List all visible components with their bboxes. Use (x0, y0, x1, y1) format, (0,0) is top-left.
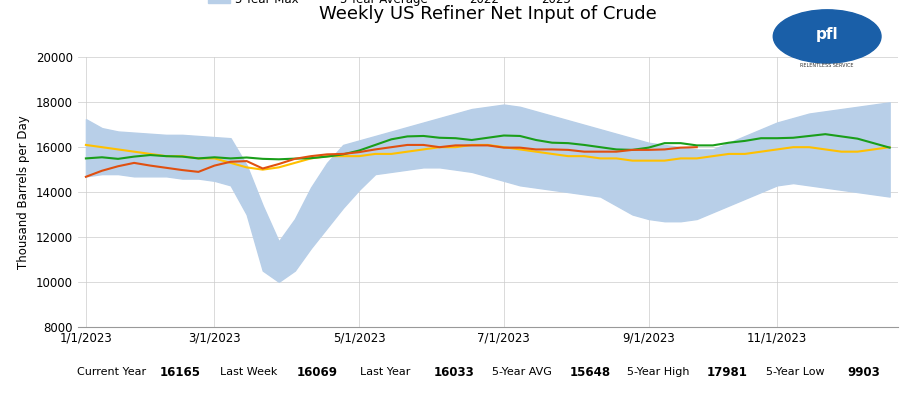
Title: Weekly US Refiner Net Input of Crude: Weekly US Refiner Net Input of Crude (319, 4, 657, 23)
Text: 5-Year AVG: 5-Year AVG (492, 367, 551, 377)
2023 (611, 149, 622, 154)
Line: 2022: 2022 (86, 134, 889, 159)
5-Year Average (81, 143, 92, 147)
Line: 5-Year Average: 5-Year Average (86, 145, 889, 169)
2023 (660, 147, 671, 152)
Text: 17981: 17981 (706, 366, 747, 379)
5-Year Average (868, 147, 879, 152)
Text: 5-Year High: 5-Year High (627, 367, 690, 377)
2022 (354, 148, 365, 153)
Text: 9903: 9903 (847, 366, 880, 379)
5-Year Average (884, 145, 895, 150)
Text: Last Week: Last Week (220, 367, 278, 377)
Line: 2023: 2023 (86, 145, 697, 177)
Text: 16033: 16033 (433, 366, 474, 379)
Y-axis label: Thousand Barrels per Day: Thousand Barrels per Day (17, 115, 30, 269)
2022 (81, 156, 92, 161)
2023 (257, 166, 268, 171)
5-Year Average (273, 165, 284, 170)
2022 (627, 147, 638, 152)
Text: 16069: 16069 (297, 366, 337, 379)
2022 (338, 152, 349, 157)
2022 (675, 141, 686, 145)
5-Year Average (257, 167, 268, 172)
2022 (273, 157, 284, 162)
5-Year Average (354, 154, 365, 158)
Text: Last Year: Last Year (360, 367, 410, 377)
2023 (81, 174, 92, 179)
Text: 5-Year Low: 5-Year Low (766, 367, 824, 377)
Text: 16165: 16165 (159, 366, 201, 379)
5-Year Average (675, 156, 686, 161)
5-Year Average (627, 158, 638, 163)
2022 (820, 132, 831, 137)
Circle shape (773, 10, 881, 63)
Text: 15648: 15648 (570, 366, 611, 379)
Legend: 5-Year Max, 5-Year Average, 2022, 2023: 5-Year Max, 5-Year Average, 2022, 2023 (203, 0, 575, 10)
2022 (868, 141, 879, 145)
2022 (884, 145, 895, 150)
Text: Current Year: Current Year (78, 367, 147, 377)
2023 (322, 152, 333, 157)
2022 (257, 156, 268, 161)
2023 (338, 152, 349, 156)
Text: pfl: pfl (816, 27, 838, 42)
Text: RELENTLESS SERVICE: RELENTLESS SERVICE (801, 63, 854, 68)
5-Year Average (338, 154, 349, 158)
